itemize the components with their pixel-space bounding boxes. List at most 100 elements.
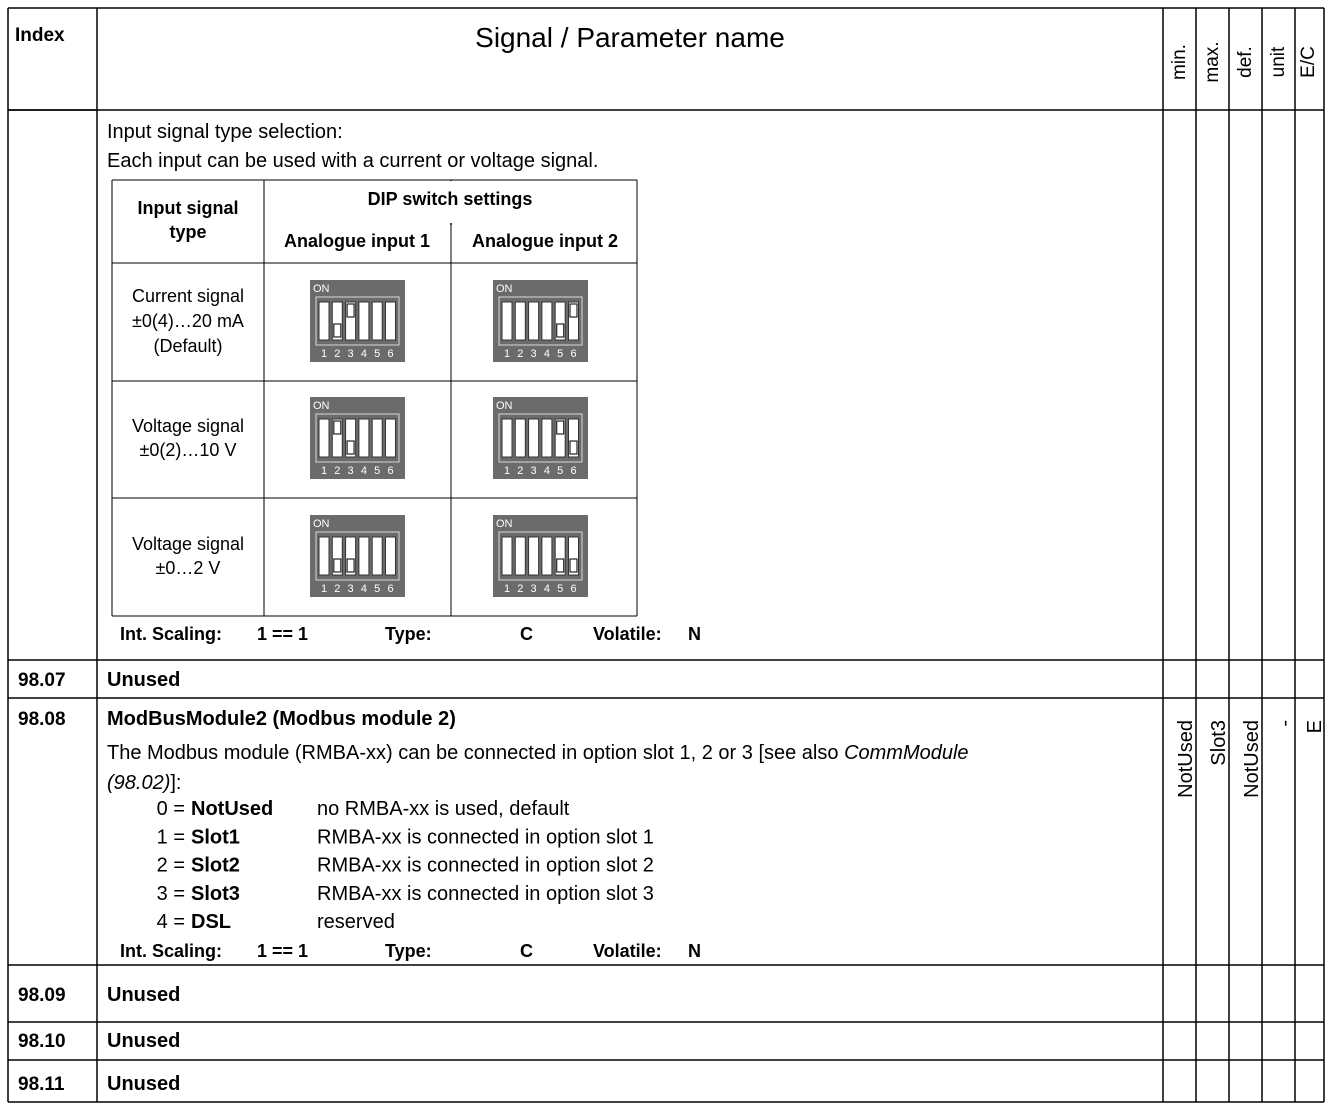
signal-type: Voltage signal [132,416,244,436]
dip-on-label: ON [496,518,513,530]
option-text: RMBA-xx is connected in option slot 1 [317,826,654,848]
row-name: Unused [107,1073,180,1095]
signal-type: (Default) [153,336,222,356]
dip-slot [501,301,513,341]
option-name: Slot1 [191,826,240,848]
dip-on-label: ON [313,400,330,412]
dip-number: 2 [334,583,340,595]
dip-knob [346,303,355,318]
dip-slot [541,301,553,341]
dip-slot [318,536,330,576]
dip-number: 3 [531,583,537,595]
dip-header: Analogue input 1 [284,231,430,251]
scaling-value: 1 == 1 [257,624,308,644]
dip-on-label: ON [313,518,330,530]
dip-number: 2 [517,583,523,595]
dip-switch: ON 1 2 3 4 5 6 [310,397,405,479]
dip-frame [315,531,400,581]
dip-on-label: ON [313,283,330,295]
dip-slot [514,301,526,341]
option-name: Slot3 [191,883,240,905]
dip-number: 1 [321,348,327,360]
header-max: max. [1202,41,1223,82]
dip-slot [358,418,370,458]
dip-knob [346,558,355,573]
dip-slot [345,536,357,576]
divider-gap [449,181,453,223]
dip-slot [345,301,357,341]
option-code: 3 = [157,883,185,905]
dip-number: 4 [361,465,367,477]
dip-slot [501,536,513,576]
dip-number: 1 [504,348,510,360]
dip-header: Analogue input 2 [472,231,618,251]
description-text: ]: [170,772,181,794]
dip-frame [498,531,583,581]
dip-slot [385,536,396,576]
signal-type: Voltage signal [132,534,244,554]
dip-slot [331,536,343,576]
dip-slot [371,301,383,341]
dip-switch: ON 1 2 3 4 5 6 [493,515,588,597]
dip-number: 1 [321,465,327,477]
header-index: Index [15,25,65,46]
dip-on-label: ON [496,283,513,295]
dip-slot [568,418,579,458]
dip-knob [556,558,565,573]
dip-slot [568,536,579,576]
dip-knob [346,440,355,455]
dip-number: 6 [387,583,393,595]
row-index: 98.09 [18,985,66,1006]
dip-slot [528,536,540,576]
dip-number: 5 [557,583,563,595]
scaling-type-label: Type: [385,941,432,961]
scaling-volatile: N [688,624,701,644]
dip-number: 4 [361,583,367,595]
intro-text: Input signal type selection: [107,121,343,143]
description: The Modbus module (RMBA-xx) can be conne… [107,742,969,764]
dip-number: 4 [544,465,550,477]
dip-header: Input signal [138,198,239,218]
option-name: NotUsed [191,798,273,820]
dip-slot [385,301,396,341]
dip-number: 1 [504,583,510,595]
dip-slot [358,301,370,341]
dip-slot [331,418,343,458]
signal-type: ±0(2)…10 V [140,440,237,460]
dip-number: 5 [374,348,380,360]
dip-frame [315,413,400,463]
dip-slot [345,418,357,458]
dip-slot [501,418,513,458]
dip-slot [385,418,396,458]
option-code: 1 = [157,826,185,848]
row-index: 98.07 [18,670,66,691]
dip-slot [371,536,383,576]
dip-number: 1 [321,583,327,595]
param-def: NotUsed [1241,720,1263,798]
option-name: DSL [191,911,231,933]
dip-number: 5 [374,465,380,477]
row-name: Unused [107,984,180,1006]
dip-slot [528,301,540,341]
scaling-type: C [520,624,533,644]
dip-slot [568,301,579,341]
dip-slot [371,418,383,458]
dip-number: 6 [387,348,393,360]
header-name: Signal / Parameter name [475,22,785,53]
dip-slot [541,536,553,576]
dip-slot [554,301,566,341]
option-text: RMBA-xx is connected in option slot 3 [317,883,654,905]
dip-frame [315,296,400,346]
dip-slot [514,418,526,458]
dip-switch: ON 1 2 3 4 5 6 [493,280,588,362]
scaling-volatile-label: Volatile: [593,624,662,644]
dip-number: 2 [334,465,340,477]
dip-number: 3 [348,583,354,595]
dip-number: 5 [374,583,380,595]
scaling-label: Int. Scaling: [120,624,222,644]
dip-knob [333,420,342,435]
description-text: The Modbus module (RMBA-xx) can be conne… [107,742,844,764]
scaling-volatile-label: Volatile: [593,941,662,961]
header-min: min. [1169,44,1190,80]
